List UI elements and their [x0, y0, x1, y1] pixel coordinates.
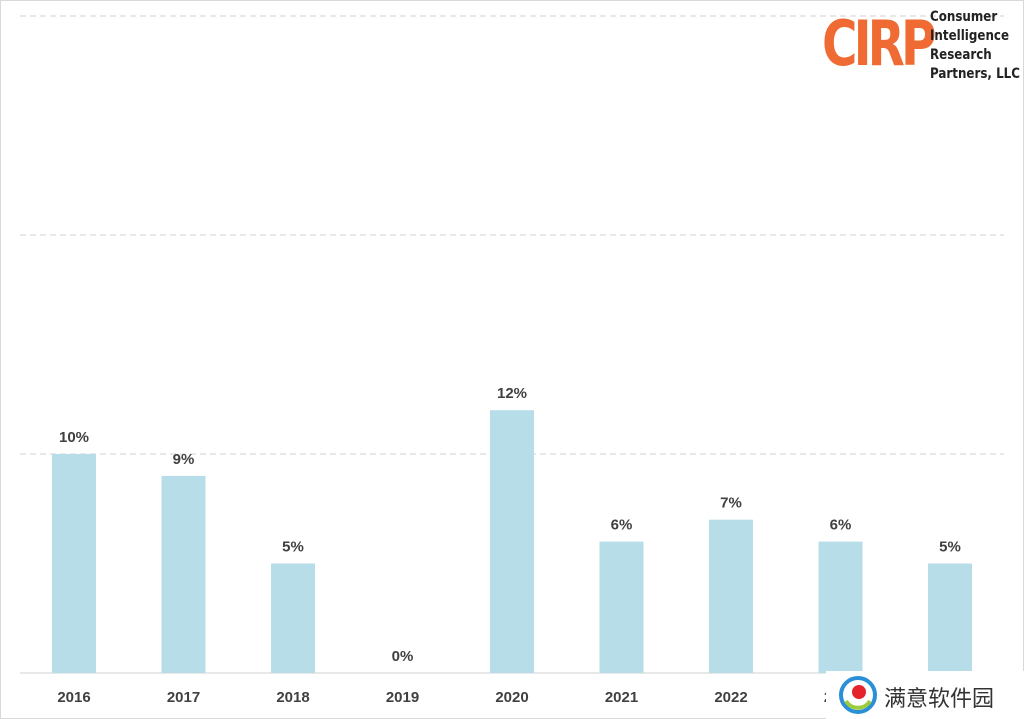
- x-tick-label: 2021: [605, 689, 638, 706]
- bar: [599, 541, 644, 673]
- bar: [161, 475, 206, 673]
- x-tick-label: 2020: [495, 689, 528, 706]
- logo-line: Research: [930, 47, 992, 63]
- cirp-logo-mark: CIRP: [822, 7, 936, 80]
- data-label: 7%: [720, 495, 742, 512]
- data-label: 0%: [392, 648, 414, 665]
- x-tick-label: 2017: [167, 689, 200, 706]
- logo-line: Intelligence: [930, 28, 1010, 44]
- x-tick-label: 2019: [386, 689, 419, 706]
- x-tick-label: 2016: [57, 689, 90, 706]
- data-label: 9%: [173, 451, 195, 468]
- logo-line: Consumer: [930, 9, 998, 25]
- data-label: 6%: [830, 517, 852, 534]
- bar: [818, 541, 863, 673]
- bar: [271, 563, 315, 673]
- data-label: 10%: [59, 429, 89, 446]
- data-label: 5%: [939, 539, 961, 556]
- circle-logo-icon: [839, 676, 877, 714]
- bar: [928, 563, 972, 673]
- bars: [52, 410, 972, 673]
- watermark: 满意软件园: [826, 671, 1024, 719]
- data-labels: 10% 9% 5% 0% 12% 6% 7% 6% 5%: [59, 385, 961, 665]
- x-tick-label: 2018: [276, 689, 309, 706]
- cirp-logo-text: Consumer Intelligence Research Partners,…: [930, 8, 1020, 84]
- bar: [709, 519, 753, 673]
- watermark-text: 满意软件园: [884, 687, 995, 712]
- bar: [490, 410, 534, 673]
- bar: [52, 454, 96, 673]
- data-label: 12%: [497, 385, 527, 402]
- cirp-logo: CIRP Consumer Intelligence Research Part…: [822, 6, 1020, 86]
- data-label: 5%: [282, 539, 304, 556]
- x-tick-label: 2022: [714, 689, 747, 706]
- logo-line: Partners, LLC: [930, 66, 1020, 82]
- data-label: 6%: [611, 517, 633, 534]
